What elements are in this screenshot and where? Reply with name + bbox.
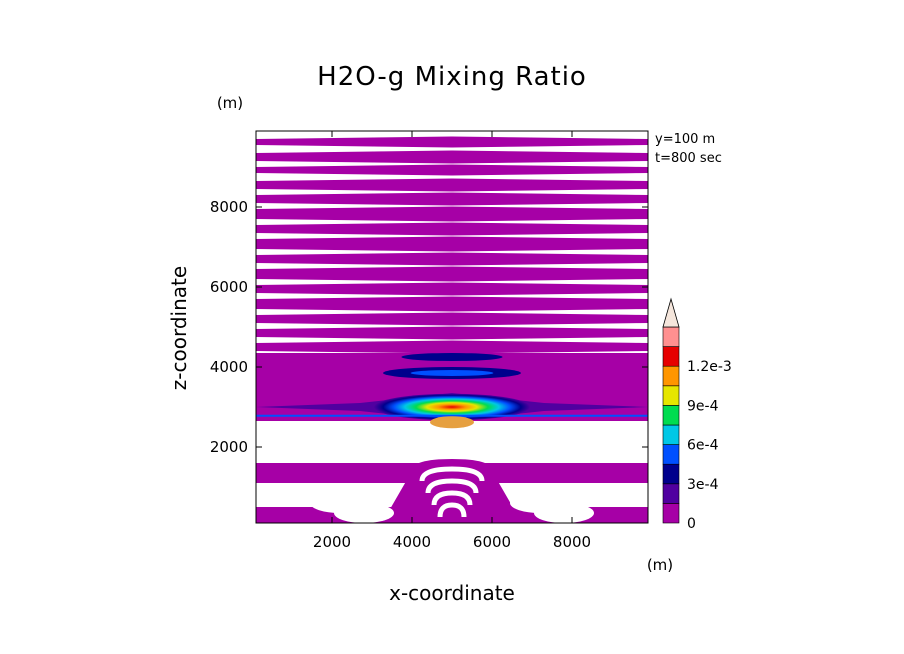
stripe-band: [256, 252, 648, 266]
y-tick-label: 8000: [210, 198, 248, 216]
colorbar-tick-label: 6e-4: [687, 438, 719, 454]
colorbar-tick-label: 3e-4: [687, 477, 719, 493]
colorbar-tick-label: 9e-4: [687, 398, 719, 414]
lower-dome-ring: [419, 466, 485, 482]
annotation-y: y=100 m: [655, 132, 715, 147]
annotation-t: t=800 sec: [655, 151, 722, 166]
y-tick-label: 6000: [210, 278, 248, 296]
colorbar-swatch: [662, 483, 680, 504]
colorbar-swatch: [662, 385, 680, 406]
colorbar-swatch: [662, 326, 680, 347]
stripe-band: [256, 236, 648, 252]
plume-mid-core: [410, 370, 494, 376]
x-axis-unit: (m): [647, 556, 673, 574]
stripe-band: [256, 312, 648, 326]
x-tick-label: 2000: [313, 533, 351, 551]
stripe-band: [256, 150, 648, 164]
plume-upper-lobe: [401, 353, 503, 361]
plume-base: [430, 416, 474, 429]
stripe-band: [256, 164, 648, 176]
x-tick-label: 6000: [473, 533, 511, 551]
colorbar-tick-label: 0: [687, 516, 696, 532]
colorbar-extend-arrow: [662, 297, 680, 328]
colorbar-swatch: [662, 346, 680, 367]
colorbar-swatch: [662, 424, 680, 445]
stripe-band: [256, 326, 648, 340]
x-axis-label: x-coordinate: [389, 581, 515, 605]
lower-gap: [334, 503, 394, 523]
lower-dome-ring: [437, 502, 467, 518]
lower-region: [256, 459, 648, 523]
colorbar-tick-label: 1.2e-3: [687, 359, 732, 375]
stripe-band: [256, 340, 648, 354]
y-axis-ticks: 2000 4000 6000 8000: [210, 198, 648, 456]
y-tick-label: 2000: [210, 438, 248, 456]
stripe-band: [256, 266, 648, 282]
lower-dome-ring: [431, 490, 473, 506]
y-axis-label: z-coordinate: [167, 266, 191, 390]
stripe-band: [256, 282, 648, 296]
stripe-band: [256, 296, 648, 312]
stripe-band: [256, 178, 648, 192]
plume: [256, 353, 648, 429]
colorbar-swatch: [662, 503, 680, 524]
stripe-bands: [256, 136, 648, 354]
plot-field: [256, 131, 648, 523]
plot-frame: [255, 130, 649, 524]
stripe-band: [256, 136, 648, 148]
stripe-band: [256, 206, 648, 222]
y-tick-label: 4000: [210, 358, 248, 376]
chart-title: H2O-g Mixing Ratio: [317, 62, 587, 92]
lower-dome-ring: [425, 478, 479, 494]
x-tick-label: 8000: [553, 533, 591, 551]
plume-core: [373, 393, 531, 421]
colorbar-swatch: [662, 444, 680, 465]
colorbar-swatch: [662, 405, 680, 426]
x-axis-ticks: 2000 4000 6000 8000: [313, 131, 591, 551]
colorbar-swatch: [662, 463, 680, 485]
stripe-band: [256, 222, 648, 236]
colorbar-swatch: [662, 365, 680, 387]
stripe-band: [256, 192, 648, 206]
lower-gap: [534, 503, 594, 523]
colorbar: 0 3e-4 6e-4 9e-4 1.2e-3: [662, 297, 732, 532]
x-tick-label: 4000: [393, 533, 431, 551]
y-axis-unit: (m): [217, 94, 243, 112]
